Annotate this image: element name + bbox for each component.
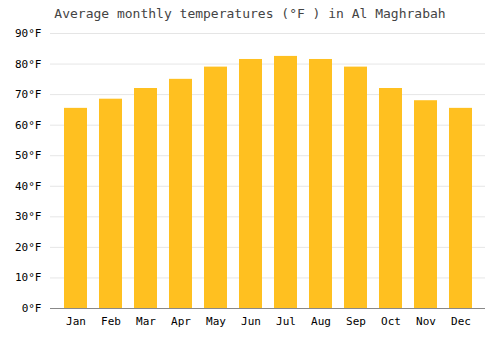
svg-text:30°F: 30°F <box>15 210 42 223</box>
svg-text:Oct: Oct <box>381 315 401 328</box>
svg-text:40°F: 40°F <box>15 180 42 193</box>
svg-text:Dec: Dec <box>451 315 471 328</box>
html-text:Average monthly temperatures (: Average monthly temperatures (°F ) in Al… <box>54 6 446 21</box>
svg-text:Jul: Jul <box>276 315 296 328</box>
svg-text:Mar: Mar <box>136 315 156 328</box>
svg-text:Jun: Jun <box>241 315 261 328</box>
svg-text:Apr: Apr <box>171 315 191 328</box>
svg-text:Sep: Sep <box>346 315 366 328</box>
svg-text:Feb: Feb <box>101 315 121 328</box>
svg-text:Nov: Nov <box>416 315 436 328</box>
svg-text:70°F: 70°F <box>15 88 42 101</box>
svg-text:0°F: 0°F <box>22 302 42 315</box>
svg-text:90°F: 90°F <box>15 27 42 40</box>
svg-text:Aug: Aug <box>311 315 331 328</box>
svg-text:80°F: 80°F <box>15 58 42 71</box>
svg-text:10°F: 10°F <box>15 271 42 284</box>
svg-text:May: May <box>206 315 226 328</box>
svg-text:50°F: 50°F <box>15 149 42 162</box>
svg-text:20°F: 20°F <box>15 241 42 254</box>
svg-text:60°F: 60°F <box>15 119 42 132</box>
svg-text:Jan: Jan <box>66 315 86 328</box>
